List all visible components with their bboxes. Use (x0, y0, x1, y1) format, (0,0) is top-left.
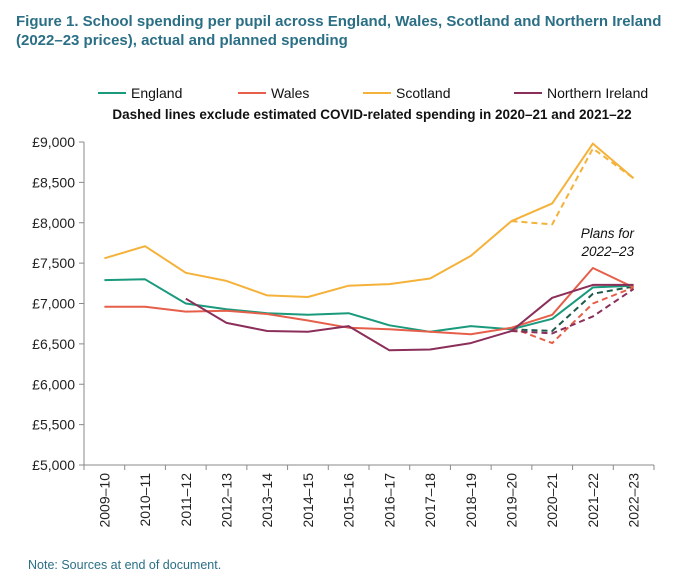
x-tick-label: 2020–21 (544, 473, 560, 528)
figure-title: Figure 1. School spending per pupil acro… (16, 13, 662, 49)
x-tick-label: 2016–17 (381, 473, 397, 528)
chart-subtitle: Dashed lines exclude estimated COVID-rel… (112, 107, 631, 122)
y-tick-label: £5,000 (32, 457, 75, 473)
x-tick-label: 2018–19 (463, 473, 479, 528)
y-tick-label: £5,500 (32, 417, 75, 433)
y-tick-label: £9,000 (32, 134, 75, 150)
series-dashed-line (511, 285, 634, 332)
x-tick-label: 2010–11 (137, 473, 153, 527)
series-line (104, 267, 635, 336)
y-tick-label: £6,000 (32, 376, 75, 392)
source-note: Note: Sources at end of document. (28, 558, 222, 572)
legend-label: Wales (271, 85, 309, 101)
x-tick-label: 2015–16 (341, 473, 357, 528)
y-tick-label: £7,000 (32, 296, 75, 312)
y-tick-label: £8,500 (32, 174, 75, 190)
series-dashed-line (511, 286, 634, 345)
x-tick-label: 2022–23 (626, 473, 642, 528)
x-tick-label: 2013–14 (259, 473, 275, 528)
series-line (104, 142, 635, 298)
annotation-line1: Plans for (581, 226, 635, 241)
x-tick-label: 2011–12 (178, 473, 194, 527)
legend-label: Scotland (396, 85, 450, 101)
x-tick-label: 2021–22 (585, 473, 601, 528)
y-tick-label: £7,500 (32, 255, 75, 271)
annotation-line2: 2022–23 (580, 244, 634, 259)
x-tick-label: 2019–20 (504, 473, 520, 528)
y-tick-label: £6,500 (32, 336, 75, 352)
x-tick-label: 2012–13 (219, 473, 235, 528)
series-line (185, 283, 634, 352)
x-tick-label: 2014–15 (300, 473, 316, 528)
legend-label: England (131, 85, 182, 101)
x-tick-label: 2009–10 (96, 473, 112, 528)
x-tick-label: 2017–18 (422, 473, 438, 528)
series-line (104, 278, 634, 333)
series-dashed-line (511, 288, 635, 335)
series-dashed-line (511, 147, 635, 226)
legend-label: Northern Ireland (547, 85, 648, 101)
y-tick-label: £8,000 (32, 215, 75, 231)
